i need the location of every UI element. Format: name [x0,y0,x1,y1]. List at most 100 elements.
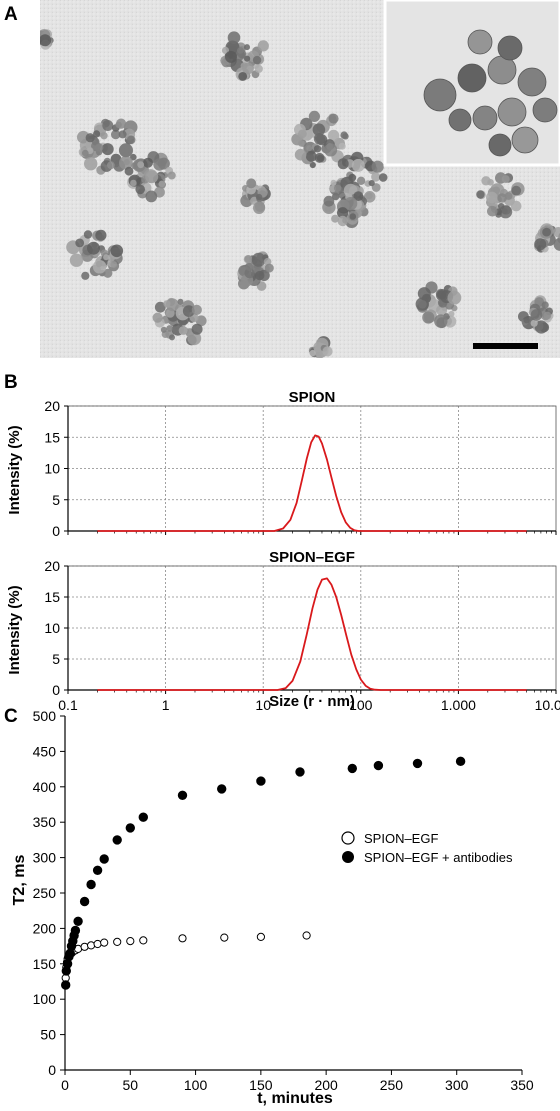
nanoparticle [118,143,133,158]
data-point-antibodies [412,758,423,769]
nanoparticle [434,314,448,328]
data-point-spion-egf [220,933,229,942]
nanoparticle [338,142,346,150]
x-tick-label: 300 [445,1077,469,1093]
x-tick-label: 150 [249,1077,273,1093]
nanoparticle [487,205,498,217]
data-point-antibodies [112,835,122,845]
nanoparticle [322,346,333,357]
data-point-antibodies [373,760,384,771]
nanoparticle [40,34,52,47]
nanoparticle [331,214,340,223]
inset-particle [423,78,457,112]
nanoparticle [305,151,317,162]
nanoparticle [251,252,266,267]
nanoparticle [103,268,113,278]
y-tick-label: 20 [44,398,60,414]
y-tick-label: 10 [44,461,60,477]
inset-particle [497,35,523,61]
nanoparticle [255,270,265,281]
nanoparticle [511,185,522,196]
panel-label-a: A [4,4,18,25]
scale-bar [473,343,538,349]
x-tick-label: 200 [314,1077,338,1093]
nanoparticle [225,50,237,63]
panel-label-c: C [4,706,18,727]
nanoparticle [534,320,548,334]
nanoparticle [476,190,485,199]
nanoparticle [75,238,85,248]
nanoparticle [244,44,250,51]
legend-entry-spion-egf-antibodies: SPION–EGF + antibodies [364,850,513,865]
nanoparticle [95,260,103,268]
x-tick-label: 1 [162,697,170,710]
x-axis-label: Size (r · nm) [269,693,355,710]
nanoparticle [160,326,167,333]
y-tick-label: 200 [33,920,57,936]
nanoparticle [244,268,255,279]
inset-particle [532,97,558,123]
nanoparticle [333,184,342,192]
y-tick-label: 100 [33,991,57,1007]
nanoparticle [342,133,349,140]
dls-chart-spion: SPION Intensity (%) 051015200.11101001,0… [6,389,557,536]
nanoparticle [167,171,176,180]
x-tick-label: 10,000 [535,697,560,710]
inset-particle [448,108,472,132]
nanoparticle [337,215,348,227]
nanoparticle [498,203,505,210]
nanoparticle [169,334,175,341]
nanoparticle [437,290,447,300]
inset-image [383,0,560,167]
y-axis-label: Intensity (%) [6,425,23,514]
x-tick-label: 100 [184,1077,208,1093]
data-point-spion-egf [126,937,135,946]
nanoparticle [238,72,248,81]
data-point-spion-egf [100,938,109,947]
nanoparticle [316,354,323,358]
nanoparticle [244,255,253,264]
nanoparticle [84,157,98,171]
nanoparticle [143,157,153,168]
nanoparticle [371,172,381,182]
y-tick-label: 20 [44,558,60,574]
nanoparticle [95,229,107,241]
data-point-spion-egf [139,936,148,945]
nanoparticle [145,170,159,184]
nanoparticle [85,133,95,143]
y-tick-label: 300 [33,850,57,866]
nanoparticle [306,145,313,152]
data-point-antibodies [60,980,71,990]
nanoparticle [486,191,498,204]
nanoparticle [191,323,203,335]
y-axis-label: T2, ms [11,855,28,906]
nanoparticle [187,331,202,346]
y-tick-label: 15 [44,589,60,605]
nanoparticle [130,153,137,161]
nanoparticle [119,155,133,170]
tem-micrograph [40,0,560,358]
dls-chart-spion-egf: SPION–EGF Intensity (%) Size (r · nm) 0 5… [6,549,560,710]
y-tick-label: 10 [44,620,60,636]
y-tick-label: 0 [52,682,60,698]
nanoparticle [356,176,366,185]
nanoparticle [309,349,316,357]
nanoparticle [246,178,257,189]
nanoparticle [378,173,388,182]
data-point-spion-egf [113,937,122,946]
nanoparticle [313,133,325,145]
nanoparticle [542,227,551,237]
nanoparticle [95,143,104,152]
x-tick-label: 250 [380,1077,404,1093]
nanoparticle [107,161,115,170]
nanoparticle [541,301,549,309]
data-point-antibodies [217,784,227,794]
legend: SPION–EGF SPION–EGF + antibodies [341,831,513,865]
nanoparticle [344,197,358,211]
x-tick-label: 0.1 [58,697,78,710]
nanoparticle [371,160,384,173]
nanoparticle [263,257,272,266]
legend-marker-open [341,831,355,845]
nanoparticle [327,129,340,142]
nanoparticle [323,195,335,207]
